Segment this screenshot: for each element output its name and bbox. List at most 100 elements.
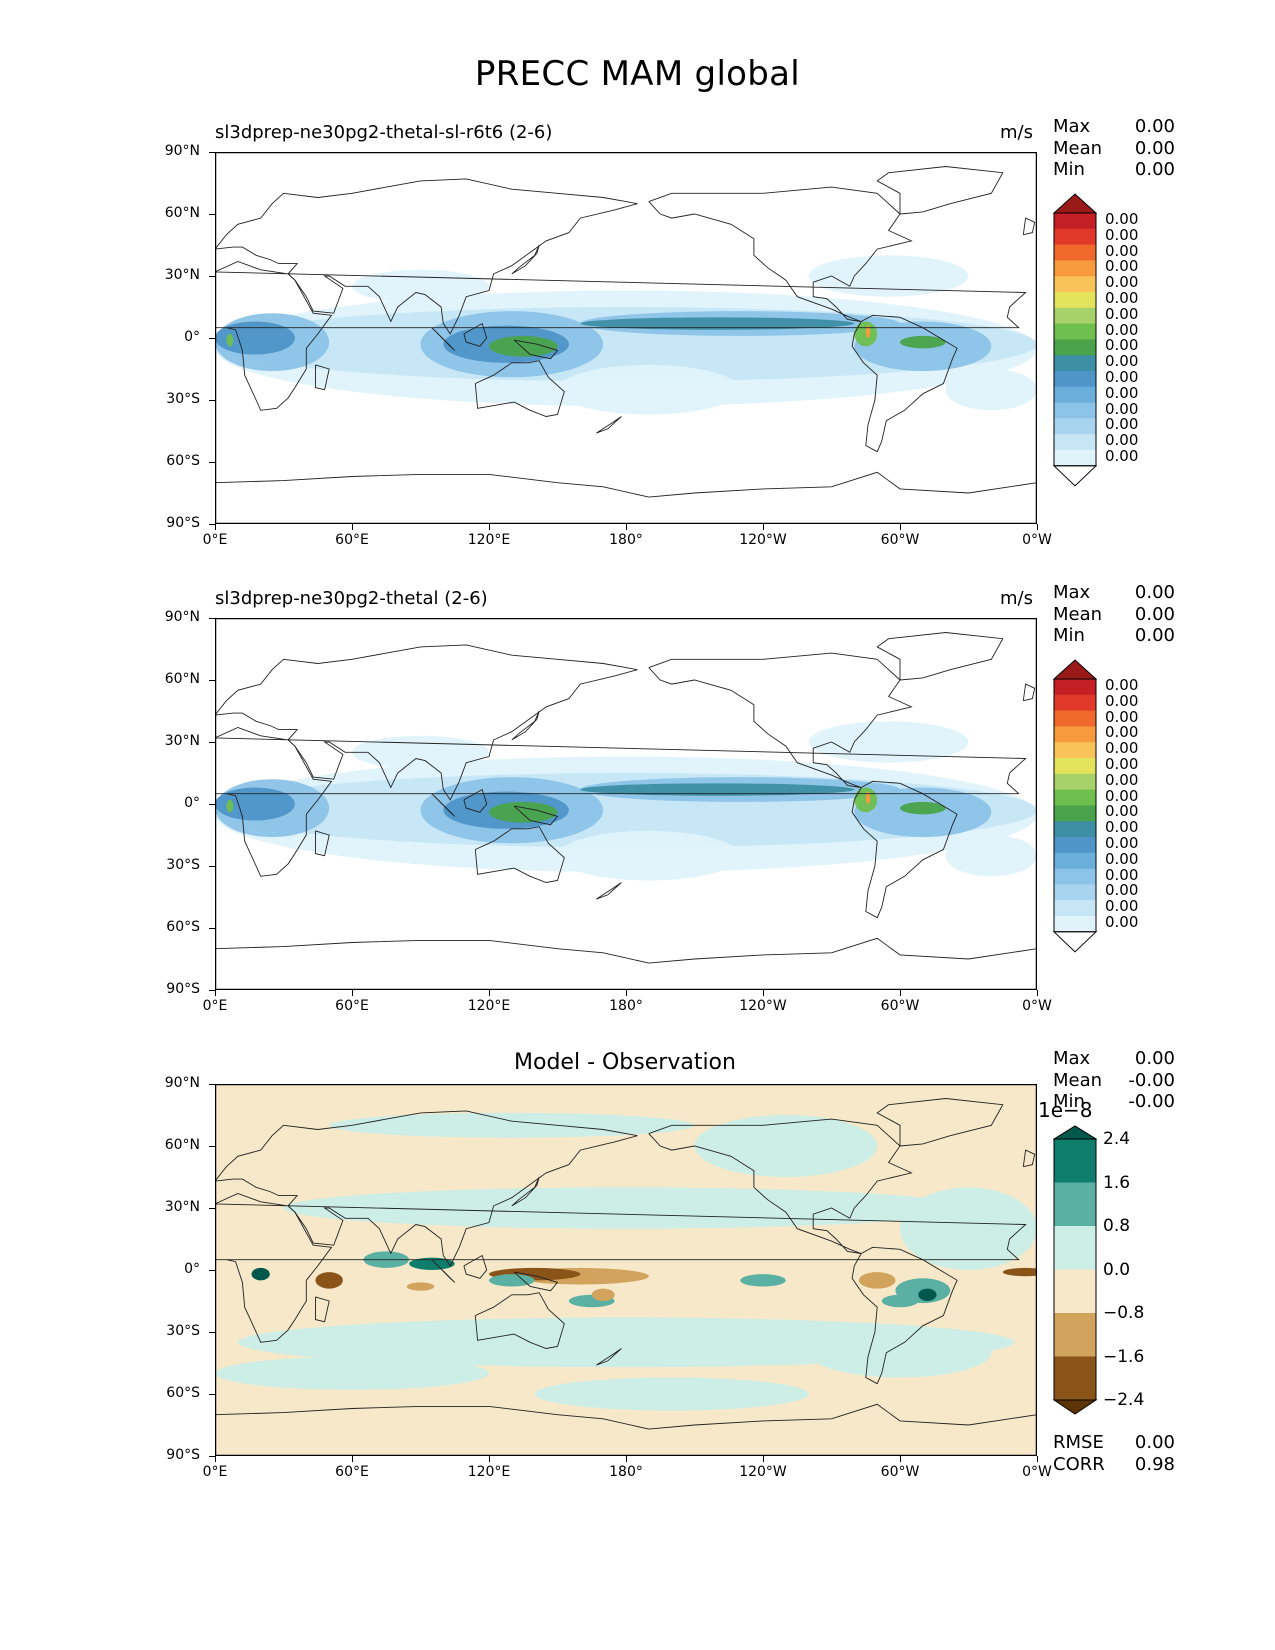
coastline (215, 644, 638, 801)
coastline (474, 1292, 565, 1349)
lat-tick-label: 90°S (166, 981, 200, 997)
stat-mean-value: 0.00 (1134, 138, 1175, 159)
colorbar-svg (1052, 193, 1098, 487)
lon-tick-mark (1037, 990, 1038, 996)
coastline (876, 166, 1004, 215)
colorbar-segment (1054, 371, 1096, 388)
coastline (215, 727, 1027, 877)
lon-tick-label: 60°W (880, 532, 920, 548)
coastline (215, 1110, 638, 1267)
colorbar-tick-label: 0.00 (1105, 352, 1139, 371)
colorbar-tick-label: 0.00 (1105, 865, 1139, 884)
colorbar-tick-label: −0.8 (1103, 1303, 1145, 1323)
colorbar-segment (1054, 1269, 1096, 1314)
colorbar-segment (1054, 852, 1096, 870)
coastline (1022, 683, 1036, 702)
units-label: m/s (1000, 122, 1033, 143)
stat-max-value: 0.00 (1134, 116, 1175, 137)
lon-tick-mark (215, 524, 216, 530)
map-svg (215, 152, 1037, 524)
colorbar-tick-label: 0.00 (1105, 770, 1139, 789)
lat-tick-label: 0° (184, 795, 200, 811)
colorbar-extend-bottom (1052, 465, 1098, 487)
lon-tick-label: 0°E (202, 1464, 228, 1480)
colorbar-svg (1052, 659, 1098, 953)
coastline (513, 339, 559, 360)
colorbar-tick-label: 2.4 (1103, 1129, 1131, 1149)
colorbar: 0.00 0.00 0.00 0.00 0.00 0.00 0.00 0.00 0.00 0.00… (1052, 193, 1138, 492)
colorbar-tick-label: 0.00 (1105, 739, 1139, 758)
stat-min-value: 0.00 (1134, 625, 1175, 646)
precip-contour (352, 269, 489, 303)
colorbar-tick-label: 0.00 (1105, 431, 1139, 450)
diff-contour (406, 1282, 435, 1291)
figure-title: PRECC MAM global (474, 54, 801, 94)
lon-tick-mark (1037, 524, 1038, 530)
lon-tick-label: 120°W (739, 532, 787, 548)
coastline (511, 710, 540, 741)
coastline (1022, 217, 1036, 236)
rmse-value: 0.00 (1134, 1432, 1175, 1453)
stat-mean-label: Mean (1053, 138, 1103, 159)
diff-contour (591, 1288, 615, 1301)
colorbar-tick-label: 0.00 (1105, 241, 1139, 260)
precip-contour (808, 255, 969, 297)
colorbar-tick-label: 0.00 (1105, 225, 1139, 244)
colorbar-tick-label: 0.00 (1105, 257, 1139, 276)
colorbar-segment (1054, 679, 1096, 696)
lon-tick-label: 180° (609, 532, 643, 548)
precip-contour (900, 335, 946, 349)
diff-contour (251, 1267, 270, 1281)
lon-tick-mark (215, 990, 216, 996)
lat-tick-label: 30°S (166, 391, 200, 407)
map-plot (215, 618, 1037, 990)
colorbar-segment (1054, 434, 1096, 451)
lon-tick-label: 0°W (1022, 998, 1052, 1014)
colorbar-segment (1054, 1226, 1096, 1270)
colorbar: 2.4 1.6 0.8 0.0 −0.8 −1.6 −2.4 (1052, 1125, 1144, 1420)
colorbar-tick-label: 0.00 (1105, 834, 1139, 852)
colorbar-tick-label: 0.00 (1105, 336, 1139, 355)
colorbar-segment (1054, 916, 1096, 933)
lon-tick-label: 120°W (739, 998, 787, 1014)
coastline (431, 1259, 456, 1283)
colorbar-segment (1054, 789, 1096, 806)
coastline (431, 327, 456, 351)
units-label: m/s (1000, 588, 1033, 609)
lon-tick-mark (352, 990, 353, 996)
coastline (876, 1098, 1004, 1147)
lat-tick-label: 0° (184, 1261, 200, 1277)
coastline (851, 780, 958, 919)
lat-tick-label: 60°S (166, 453, 200, 469)
map-border (215, 152, 1037, 524)
lon-tick-label: 60°E (335, 1464, 369, 1480)
map-border (215, 618, 1037, 990)
precip-contour (580, 317, 855, 330)
colorbar-segment (1054, 307, 1096, 325)
colorbar-tick-label: 0.00 (1105, 881, 1139, 900)
lat-tick-mark (209, 1146, 215, 1147)
colorbar-extend-top (1052, 193, 1098, 214)
stat-mean-label: Mean (1053, 1070, 1103, 1091)
colorbar-segment (1054, 276, 1096, 293)
diff-contour (858, 1272, 896, 1289)
colorbar-tick-label: 0.00 (1105, 415, 1139, 434)
map-svg (215, 1084, 1037, 1456)
map-svg (215, 618, 1037, 990)
colorbar-border (1053, 1138, 1097, 1401)
coastline (215, 178, 638, 335)
colorbar-segment (1054, 213, 1096, 230)
coastline (648, 1118, 913, 1254)
colorbar-extend-top (1052, 1125, 1098, 1140)
stat-mean-value: -0.00 (1128, 1070, 1175, 1091)
lon-tick-label: 180° (609, 998, 643, 1014)
lat-tick-mark (209, 1456, 215, 1457)
lat-tick-label: 60°N (164, 671, 200, 687)
colorbar-segment (1054, 260, 1096, 277)
lat-tick-label: 30°N (164, 267, 200, 283)
lon-tick-mark (763, 524, 764, 530)
colorbar-tick-label: 0.00 (1105, 676, 1139, 694)
lat-tick-label: 60°N (164, 1137, 200, 1153)
colorbar-segment (1054, 1139, 1096, 1183)
lon-tick-mark (626, 1456, 627, 1462)
